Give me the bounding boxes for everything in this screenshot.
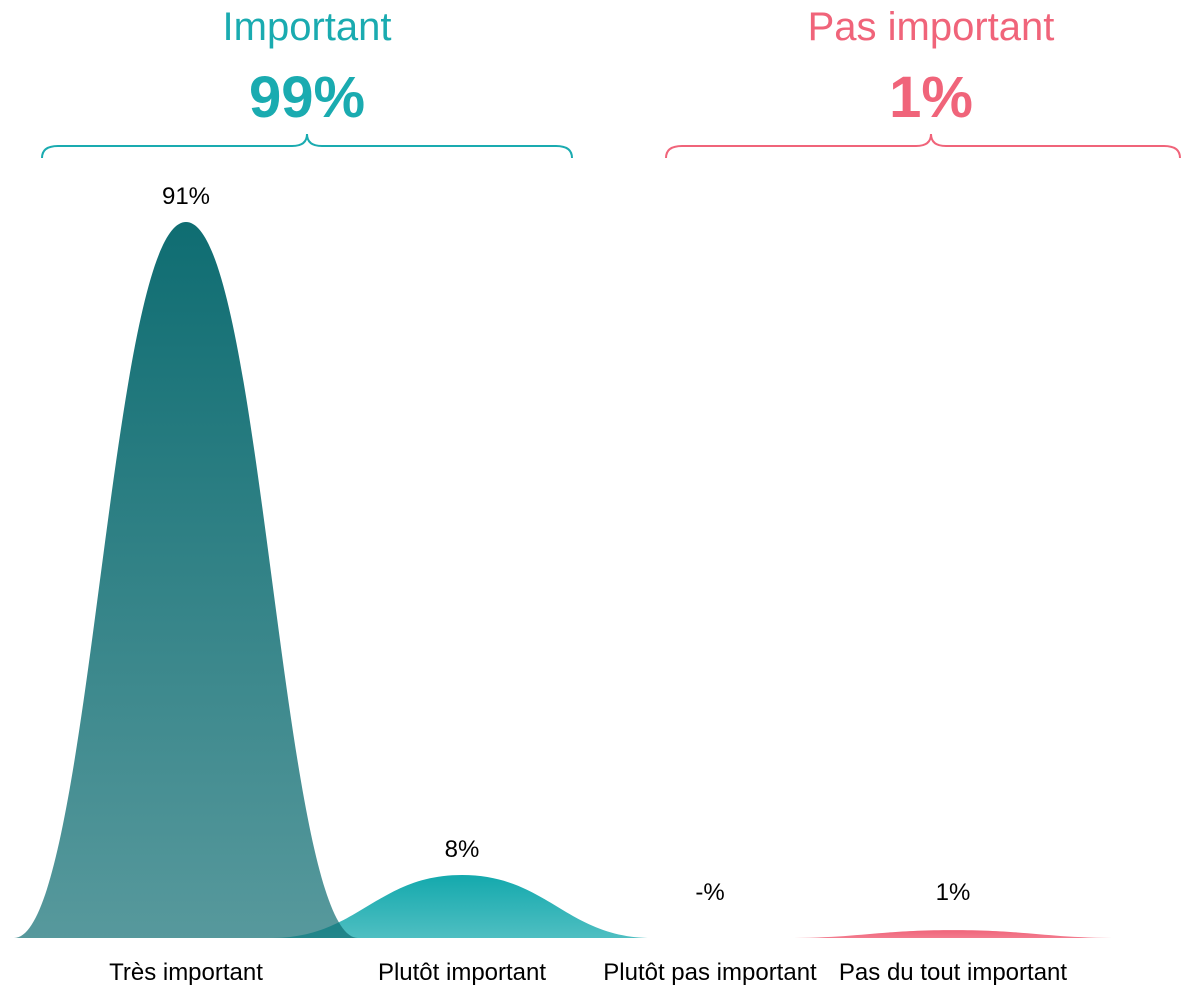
value-label-plutot-important: 8% <box>445 836 480 863</box>
category-labels: Très important Plutôt important Plutôt pas… <box>109 959 1067 986</box>
group-pas-important-total: 1% <box>889 65 973 130</box>
category-label-pas-du-tout-important: Pas du tout important <box>839 959 1067 986</box>
category-label-plutot-important: Plutôt important <box>378 959 546 986</box>
category-label-tres-important: Très important <box>109 959 263 986</box>
group-pas-important-title: Pas important <box>808 5 1055 49</box>
area-pas-du-tout-important <box>785 930 1121 938</box>
area-marks <box>14 222 1121 938</box>
value-labels: 91% 8% -% 1% <box>162 183 970 906</box>
value-label-pas-du-tout-important: 1% <box>936 879 971 906</box>
area-plutot-important <box>272 875 652 938</box>
category-label-plutot-pas-important: Plutôt pas important <box>603 959 817 986</box>
area-tres-important <box>14 222 358 938</box>
group-important-brace <box>41 133 573 159</box>
value-label-tres-important: 91% <box>162 183 210 210</box>
group-pas-important-brace <box>665 133 1181 159</box>
group-important-total: 99% <box>249 65 365 130</box>
group-important: Important 99% <box>41 5 573 159</box>
group-important-title: Important <box>223 5 392 49</box>
value-label-plutot-pas-important: -% <box>695 879 724 906</box>
group-pas-important: Pas important 1% <box>665 5 1181 159</box>
